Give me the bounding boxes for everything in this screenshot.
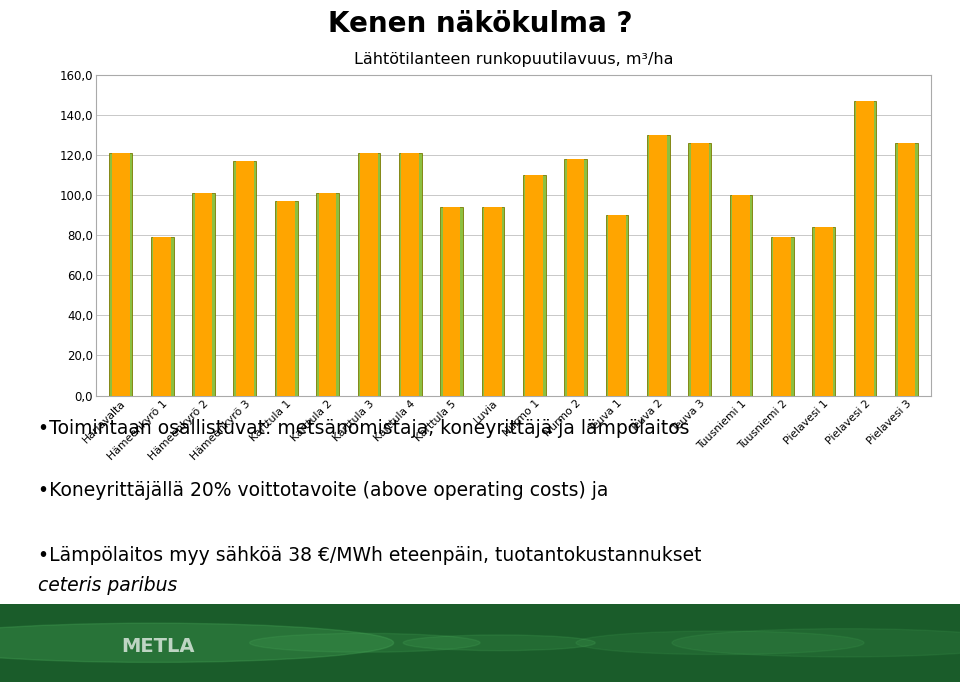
- Bar: [192, 193, 215, 396]
- Bar: [895, 143, 918, 396]
- Bar: [688, 143, 711, 396]
- Bar: [898, 143, 915, 396]
- Bar: [812, 227, 835, 396]
- Text: METLA: METLA: [122, 637, 195, 656]
- Bar: [606, 216, 629, 396]
- Bar: [360, 153, 377, 396]
- Text: •Toimintaan osallistuvat: metsänomistaja, koneyrittäjä ja lämpölaitos: •Toimintaan osallistuvat: metsänomistaja…: [38, 419, 690, 439]
- Bar: [275, 201, 298, 396]
- Bar: [566, 159, 585, 396]
- Bar: [853, 101, 876, 396]
- Bar: [525, 175, 543, 396]
- Title: Lähtötilanteen runkopuutilavuus, m³/ha: Lähtötilanteen runkopuutilavuus, m³/ha: [354, 52, 673, 67]
- Bar: [112, 153, 130, 396]
- Bar: [195, 193, 212, 396]
- Bar: [647, 135, 670, 396]
- Circle shape: [576, 631, 864, 655]
- Text: •Lämpölaitos myy sähköä 38 €/MWh eteenpäin, tuotantokustannukset: •Lämpölaitos myy sähköä 38 €/MWh eteenpä…: [38, 546, 702, 565]
- Circle shape: [250, 634, 480, 652]
- Bar: [523, 175, 545, 396]
- Bar: [730, 195, 753, 396]
- Bar: [316, 193, 339, 396]
- Bar: [277, 201, 295, 396]
- Bar: [357, 153, 380, 396]
- Bar: [233, 161, 256, 396]
- Circle shape: [403, 635, 595, 651]
- Bar: [151, 237, 174, 396]
- Bar: [398, 153, 421, 396]
- Circle shape: [672, 629, 960, 657]
- Bar: [815, 227, 832, 396]
- Bar: [564, 159, 587, 396]
- Bar: [441, 207, 463, 396]
- Bar: [482, 207, 504, 396]
- Bar: [109, 153, 132, 396]
- Bar: [856, 101, 874, 396]
- Circle shape: [0, 623, 394, 662]
- Bar: [401, 153, 420, 396]
- Bar: [650, 135, 667, 396]
- Text: ceteris paribus: ceteris paribus: [38, 576, 178, 595]
- Bar: [236, 161, 253, 396]
- Bar: [771, 237, 794, 396]
- Bar: [154, 237, 171, 396]
- Bar: [732, 195, 750, 396]
- Text: •Koneyrittäjällä 20% voittotavoite (above operating costs) ja: •Koneyrittäjällä 20% voittotavoite (abov…: [38, 481, 609, 500]
- Bar: [608, 216, 626, 396]
- Text: Kenen näkökulma ?: Kenen näkökulma ?: [327, 10, 633, 38]
- Bar: [484, 207, 502, 396]
- Bar: [691, 143, 708, 396]
- Bar: [319, 193, 336, 396]
- Bar: [443, 207, 461, 396]
- Bar: [774, 237, 791, 396]
